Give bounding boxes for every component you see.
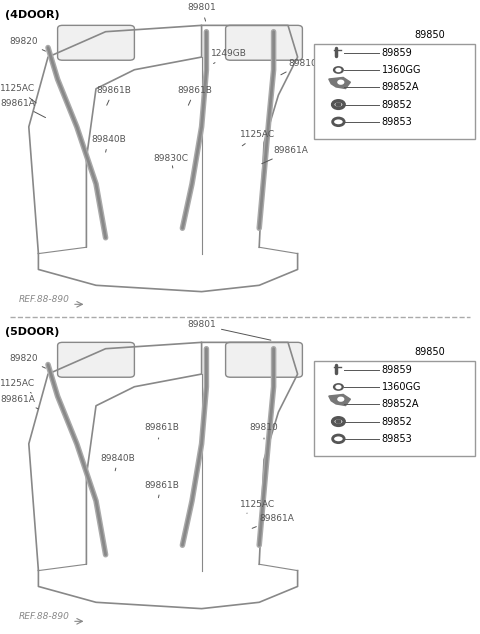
Text: 89861A: 89861A (262, 146, 309, 164)
Text: 89861A: 89861A (0, 98, 46, 117)
Bar (314, 44, 475, 139)
Circle shape (336, 68, 341, 72)
Circle shape (334, 67, 343, 73)
Text: (5DOOR): (5DOOR) (5, 327, 59, 337)
Text: 89810: 89810 (250, 424, 278, 439)
Circle shape (336, 385, 341, 389)
Text: 89853: 89853 (382, 434, 412, 444)
Text: 89801: 89801 (187, 320, 271, 340)
Text: 89859: 89859 (382, 365, 412, 375)
Circle shape (338, 398, 344, 401)
Bar (314, 361, 475, 456)
Text: 89840B: 89840B (101, 453, 135, 470)
Text: 89852A: 89852A (382, 399, 419, 410)
Text: 89853: 89853 (382, 117, 412, 127)
Text: 89852A: 89852A (382, 82, 419, 93)
Text: 89830C: 89830C (154, 154, 189, 168)
Circle shape (334, 384, 343, 390)
Text: 89850: 89850 (415, 347, 445, 356)
Text: 1360GG: 1360GG (382, 65, 421, 75)
Text: 1125AC: 1125AC (0, 379, 35, 393)
Text: 89852: 89852 (382, 417, 412, 427)
FancyBboxPatch shape (58, 342, 134, 377)
Polygon shape (329, 394, 350, 406)
Text: 89861A: 89861A (0, 395, 38, 409)
Circle shape (336, 103, 341, 106)
Text: 1360GG: 1360GG (382, 382, 421, 392)
Text: REF.88-890: REF.88-890 (19, 612, 70, 621)
FancyBboxPatch shape (226, 342, 302, 377)
Text: 1125AC: 1125AC (240, 500, 275, 514)
Text: REF.88-890: REF.88-890 (19, 295, 70, 304)
Text: 89810: 89810 (281, 59, 317, 75)
FancyBboxPatch shape (58, 25, 134, 60)
Polygon shape (329, 77, 350, 89)
Text: 89861B: 89861B (96, 86, 131, 105)
Text: 89852: 89852 (382, 100, 412, 110)
Text: 89861A: 89861A (252, 514, 294, 528)
Text: 89861B: 89861B (144, 481, 179, 498)
Text: 89861B: 89861B (144, 424, 179, 439)
Text: 1125AC: 1125AC (240, 130, 275, 146)
Circle shape (338, 81, 344, 84)
Text: 1125AC: 1125AC (0, 84, 36, 103)
Circle shape (336, 420, 341, 423)
Text: 89859: 89859 (382, 48, 412, 58)
FancyBboxPatch shape (226, 25, 302, 60)
Text: 89820: 89820 (10, 37, 46, 51)
Text: 1249GB: 1249GB (211, 49, 247, 63)
Text: (4DOOR): (4DOOR) (5, 10, 60, 20)
Text: 89820: 89820 (10, 354, 46, 368)
Text: 89850: 89850 (415, 30, 445, 39)
Text: 89801: 89801 (187, 3, 216, 21)
Text: 89840B: 89840B (91, 135, 126, 152)
Text: 89861B: 89861B (178, 86, 213, 105)
